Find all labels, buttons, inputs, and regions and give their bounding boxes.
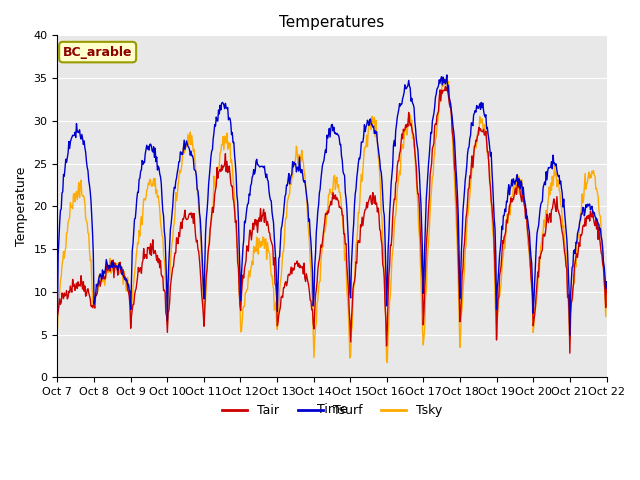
- Tsurf: [603, 279, 611, 285]
- Tair: [176, 234, 184, 240]
- Tsurf: [176, 159, 184, 165]
- Tsky: [54, 327, 61, 333]
- Tair: [205, 244, 212, 250]
- Text: BC_arable: BC_arable: [63, 46, 132, 59]
- Tsky: [399, 145, 407, 151]
- Tsurf: [443, 72, 451, 78]
- Y-axis label: Temperature: Temperature: [15, 167, 28, 246]
- Tsky: [415, 232, 423, 238]
- Line: Tsurf: Tsurf: [58, 75, 607, 336]
- Line: Tair: Tair: [58, 86, 607, 353]
- Tsky: [176, 168, 184, 173]
- Tsurf: [566, 333, 573, 338]
- Tsky: [120, 268, 128, 274]
- Tsky: [603, 280, 611, 286]
- Tair: [442, 84, 449, 89]
- Tsurf: [205, 181, 212, 187]
- X-axis label: Time: Time: [317, 403, 348, 416]
- Tair: [63, 296, 71, 302]
- Line: Tsky: Tsky: [58, 79, 607, 363]
- Title: Temperatures: Temperatures: [279, 15, 385, 30]
- Tsurf: [415, 160, 422, 166]
- Tair: [120, 271, 128, 276]
- Tsky: [383, 360, 391, 366]
- Tsurf: [54, 314, 61, 320]
- Tsurf: [120, 275, 128, 280]
- Tsurf: [399, 96, 406, 102]
- Tair: [54, 312, 61, 318]
- Tsky: [438, 76, 446, 82]
- Tsurf: [63, 155, 71, 161]
- Tair: [603, 281, 611, 287]
- Tsky: [63, 229, 71, 235]
- Tair: [566, 350, 573, 356]
- Tair: [399, 136, 406, 142]
- Tair: [415, 191, 422, 197]
- Tsky: [205, 247, 212, 252]
- Legend: Tair, Tsurf, Tsky: Tair, Tsurf, Tsky: [217, 399, 447, 422]
